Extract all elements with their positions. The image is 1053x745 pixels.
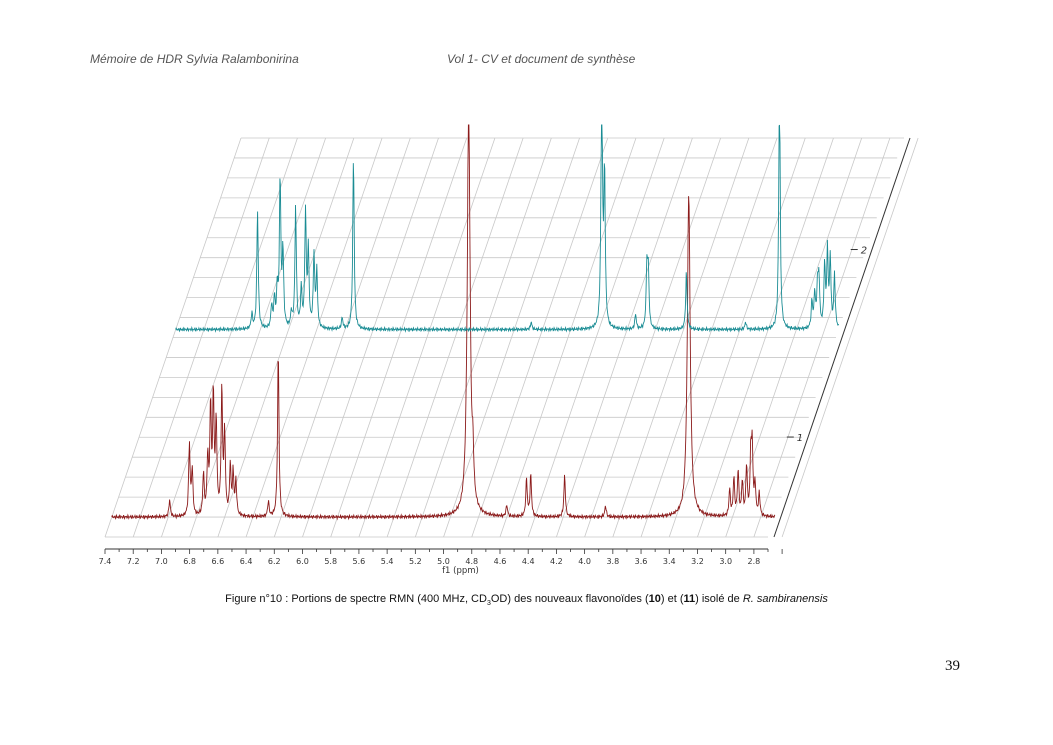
- depth-axis-line: [773, 137, 911, 538]
- grid-line-ppm: [161, 137, 298, 538]
- grid-line-ppm: [443, 137, 580, 538]
- chart-axes: 1 2 7.4 7.2 7.0 6.8 6.6 6.4 6.2 6.0 5.8 5.6 5.4 5.2 5.…: [99, 137, 911, 576]
- x-tick-label: 3.4: [663, 557, 676, 566]
- grid-line-ppm: [612, 137, 750, 538]
- x-tick-label: 3.8: [606, 557, 619, 566]
- grid-line-ppm: [302, 137, 439, 538]
- x-tick-label: 4.6: [494, 557, 507, 566]
- header-author: Mémoire de HDR Sylvia Ralambonirina: [90, 52, 299, 66]
- caption-subscript: 3: [486, 600, 491, 608]
- x-tick-label: 4.8: [465, 557, 478, 566]
- caption-compound-11: 11: [683, 593, 696, 605]
- header-volume: Vol 1- CV et document de synthèse: [447, 52, 636, 66]
- depth-tick-label: 1: [797, 433, 803, 444]
- x-tick-label: 6.8: [183, 557, 196, 566]
- grid-line-ppm: [245, 137, 383, 538]
- x-tick-label: 5.4: [381, 557, 394, 566]
- grid-line-ppm: [527, 137, 665, 538]
- x-tick-label: 4.0: [578, 557, 591, 566]
- x-tick-label: 7.4: [99, 557, 112, 566]
- spectrum-trace-1: [111, 124, 776, 521]
- x-tick-label: 3.6: [635, 557, 648, 566]
- x-tick-label: 7.0: [155, 557, 168, 566]
- grid-line-ppm: [132, 137, 270, 538]
- grid-line-ppm: [330, 137, 468, 538]
- x-tick-label: 7.2: [127, 557, 140, 566]
- x-tick-label: 5.6: [353, 557, 366, 566]
- x-tick-label: 4.2: [550, 557, 563, 566]
- chart-traces: [111, 124, 840, 521]
- caption-text-2: OD) des nouveaux flavonoïdes (: [490, 593, 649, 605]
- grid-line-ppm: [358, 137, 496, 538]
- grid-line-ppm: [273, 137, 411, 538]
- grid-line-ppm: [189, 137, 327, 538]
- x-tick-label: 3.0: [719, 557, 732, 566]
- x-tick-label: 6.2: [268, 557, 281, 566]
- x-tick-label: 2.8: [748, 557, 761, 566]
- x-tick-label: 6.4: [240, 557, 253, 566]
- grid-line-ppm: [471, 137, 609, 538]
- x-tick-label: 6.6: [211, 557, 224, 566]
- grid-line-ppm: [640, 137, 778, 538]
- x-tick-label: 4.4: [522, 557, 535, 566]
- nmr-stacked-spectra-chart: 1 2 7.4 7.2 7.0 6.8 6.6 6.4 6.2 6.0 5.8 5.6 5.4 5.2 5.…: [99, 124, 919, 576]
- grid-line-ppm: [584, 137, 721, 538]
- x-tick-label: 3.2: [691, 557, 704, 566]
- grid-line-ppm: [556, 137, 693, 538]
- caption-text-1: Figure n°10 : Portions de spectre RMN (4…: [225, 593, 487, 605]
- page-number: 39: [945, 658, 960, 674]
- grid-line-ppm: [386, 137, 524, 538]
- grid-line-ppm: [781, 137, 919, 538]
- caption-text-3: ) et (: [660, 593, 684, 605]
- grid-line-ppm: [725, 137, 863, 538]
- grid-line-ppm: [697, 137, 834, 538]
- spectrum-trace-2: [175, 124, 840, 333]
- x-tick-label: 5.2: [409, 557, 422, 566]
- depth-tick-label: 2: [861, 246, 867, 257]
- x-tick-label: 5.0: [437, 557, 450, 566]
- caption-text-4: ) isolé de: [695, 593, 743, 605]
- grid-line-ppm: [217, 137, 355, 538]
- x-tick-label: 6.0: [296, 557, 309, 566]
- grid-line-ppm: [414, 137, 552, 538]
- grid-line-ppm: [753, 137, 891, 538]
- grid-line-ppm: [668, 137, 806, 538]
- chart-grid: [104, 137, 919, 538]
- caption-species: R. sambiranensis: [742, 593, 828, 605]
- x-axis-label: f1 (ppm): [442, 566, 479, 576]
- x-tick-label: 5.8: [324, 557, 337, 566]
- figure-caption: Figure n°10 : Portions de spectre RMN (4…: [0, 593, 1053, 607]
- grid-line-ppm: [499, 137, 637, 538]
- caption-compound-10: 10: [648, 593, 661, 605]
- grid-line-ppm: [104, 137, 242, 538]
